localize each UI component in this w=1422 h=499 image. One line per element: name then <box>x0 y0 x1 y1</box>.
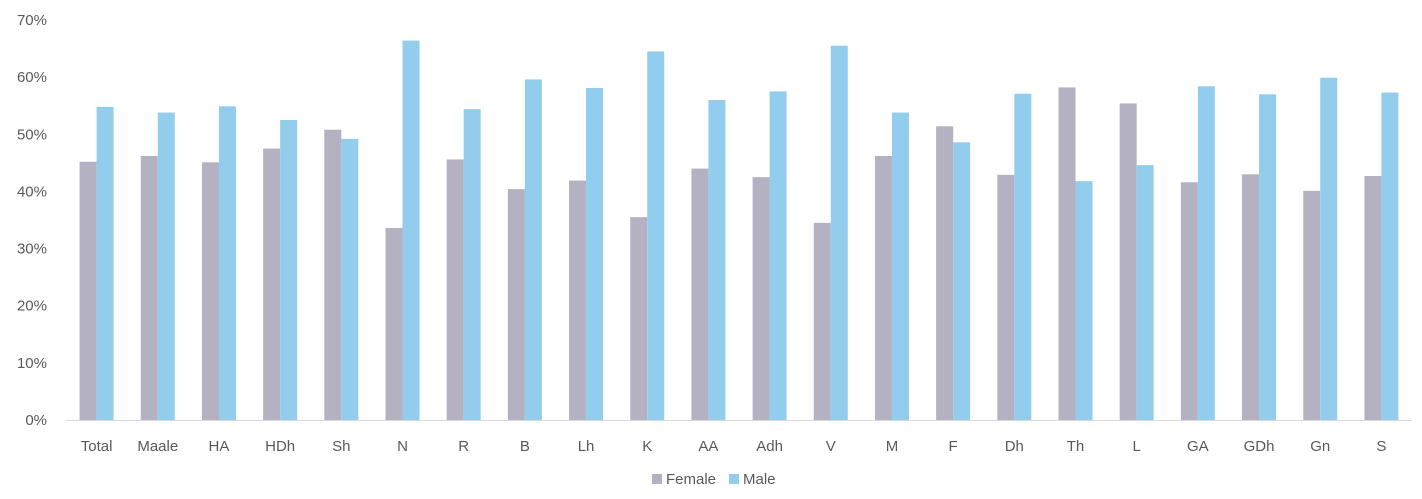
bar-male-hdh <box>280 120 298 420</box>
x-tick-label-th: Th <box>1067 438 1085 455</box>
bar-female-total <box>79 161 97 420</box>
bar-male-f <box>953 142 971 421</box>
legend-label-male: Male <box>743 471 776 488</box>
bar-female-r <box>446 159 464 420</box>
bar-male-aa <box>708 100 726 420</box>
bar-male-ha <box>218 106 236 420</box>
bar-male-total <box>96 106 114 421</box>
y-tick-label-5: 50% <box>17 126 47 143</box>
legend-swatch-male <box>729 474 739 484</box>
bar-male-n <box>402 40 420 420</box>
y-tick-label-2: 20% <box>17 298 47 315</box>
x-tick-label-dh: Dh <box>1005 438 1024 455</box>
y-tick-label-0: 0% <box>25 412 47 429</box>
bar-female-f <box>936 126 954 420</box>
bar-female-lh <box>569 180 587 420</box>
bar-female-sh <box>324 129 342 420</box>
bar-female-ha <box>201 162 219 421</box>
x-tick-label-n: N <box>397 438 408 455</box>
bars-group <box>79 40 1399 421</box>
bar-male-maale <box>157 112 175 420</box>
bar-female-hdh <box>263 148 281 420</box>
bar-female-k <box>630 217 648 420</box>
bar-female-n <box>385 228 403 420</box>
bar-male-s <box>1381 92 1399 420</box>
x-tick-label-lh: Lh <box>578 438 595 455</box>
x-tick-label-ga: GA <box>1187 438 1209 455</box>
bar-female-gn <box>1303 190 1321 420</box>
x-axis-ticks: Total Maale HA HDh Sh N R B Lh K AA Adh V M F Dh Th L GA GD… <box>81 438 1387 455</box>
bar-female-l <box>1119 103 1137 421</box>
legend-label-female: Female <box>666 471 716 488</box>
bar-male-b <box>524 79 542 421</box>
bar-male-k <box>647 51 665 421</box>
bar-female-maale <box>140 156 158 420</box>
x-tick-label-v: V <box>826 438 836 455</box>
bar-female-v <box>813 222 831 420</box>
bar-male-dh <box>1014 93 1032 421</box>
x-tick-label-m: M <box>886 438 899 455</box>
y-tick-label-4: 40% <box>17 183 47 200</box>
bar-male-gn <box>1320 77 1338 421</box>
bar-male-lh <box>586 88 604 420</box>
x-tick-label-gdh: GDh <box>1244 438 1275 455</box>
x-tick-label-adh: Adh <box>756 438 783 455</box>
x-tick-label-hdh: HDh <box>265 438 295 455</box>
bar-male-v <box>830 45 848 421</box>
bar-male-ga <box>1197 86 1215 420</box>
bar-male-l <box>1136 165 1154 420</box>
x-tick-label-r: R <box>458 438 469 455</box>
bar-male-m <box>891 112 909 420</box>
legend-swatch-female <box>652 474 662 484</box>
x-tick-label-ha: HA <box>209 438 230 455</box>
y-tick-label-3: 30% <box>17 241 47 258</box>
x-tick-label-s: S <box>1376 438 1386 455</box>
bar-female-m <box>874 156 892 420</box>
x-tick-label-total: Total <box>81 438 113 455</box>
bar-male-gdh <box>1259 94 1277 420</box>
bar-female-gdh <box>1242 174 1260 420</box>
x-tick-label-sh: Sh <box>332 438 350 455</box>
x-tick-label-k: K <box>642 438 652 455</box>
bar-male-adh <box>769 91 787 421</box>
bar-male-r <box>463 109 481 420</box>
y-tick-label-1: 10% <box>17 355 47 372</box>
bar-male-sh <box>341 138 359 421</box>
bar-female-adh <box>752 177 770 420</box>
bar-female-dh <box>997 174 1015 420</box>
bar-female-aa <box>691 168 709 420</box>
x-tick-label-aa: AA <box>698 438 718 455</box>
legend: Female Male <box>652 471 776 488</box>
x-tick-label-f: F <box>949 438 958 455</box>
x-tick-label-maale: Maale <box>137 438 178 455</box>
y-axis-ticks: 0% 10% 20% 30% 40% 50% 60% 70% <box>17 12 47 429</box>
bar-female-th <box>1058 87 1076 421</box>
y-tick-label-7: 70% <box>17 12 47 29</box>
y-tick-label-6: 60% <box>17 69 47 86</box>
x-tick-label-b: B <box>520 438 530 455</box>
x-tick-label-gn: Gn <box>1310 438 1330 455</box>
x-tick-label-l: L <box>1133 438 1141 455</box>
bar-female-b <box>507 189 525 420</box>
bar-female-ga <box>1180 182 1198 420</box>
bar-male-th <box>1075 181 1093 420</box>
bar-female-s <box>1364 176 1382 420</box>
